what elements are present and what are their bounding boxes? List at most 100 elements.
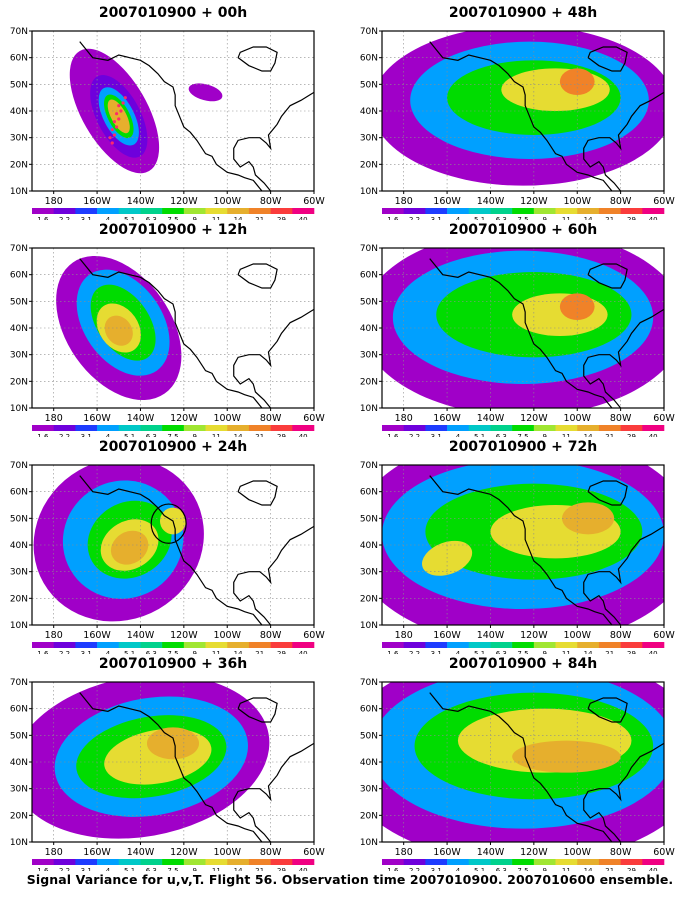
- colorbar-label: 29: [627, 867, 636, 871]
- colorbar-swatch: [205, 208, 228, 214]
- colorbar-swatch: [140, 859, 163, 865]
- panel-title: 2007010900 + 60h: [448, 222, 598, 238]
- colorbar-swatch: [75, 425, 98, 431]
- colorbar-label: 21: [255, 650, 264, 654]
- colorbar-swatch: [490, 208, 513, 214]
- x-tick-label: 140W: [477, 630, 505, 641]
- observation-point: [117, 117, 121, 121]
- colorbar-swatch: [227, 425, 250, 431]
- colorbar-label: 5.1: [474, 867, 485, 871]
- panel-chart: 10N 20N 30N 40N 50N 60N 70N 180 160W 140W 120W 100W…: [360, 244, 676, 437]
- colorbar-label: 9: [542, 433, 546, 437]
- coastline: [233, 91, 314, 191]
- variance-contour: [512, 293, 608, 336]
- colorbar-label: 3.1: [431, 216, 442, 220]
- colorbar-swatch: [140, 208, 163, 214]
- x-tick-label: 160W: [83, 630, 111, 641]
- variance-contour: [559, 68, 595, 95]
- colorbar-swatch: [577, 425, 600, 431]
- colorbar-swatch: [97, 642, 120, 648]
- observation-point: [112, 133, 117, 137]
- colorbar-swatch: [205, 425, 228, 431]
- colorbar-swatch: [490, 859, 513, 865]
- colorbar-swatch: [75, 208, 98, 214]
- x-tick-label: 60W: [653, 413, 675, 424]
- y-tick-label: 10N: [360, 404, 378, 414]
- x-tick-label: 180: [395, 196, 413, 207]
- y-tick-label: 30N: [10, 351, 28, 361]
- colorbar-label: 5.1: [474, 433, 485, 437]
- coastline: [233, 308, 314, 408]
- variance-contour: [512, 740, 621, 773]
- colorbar-swatch: [53, 425, 76, 431]
- coastline: [587, 46, 628, 72]
- coastline: [79, 258, 263, 408]
- y-tick-label: 40N: [360, 107, 378, 117]
- colorbar-swatch: [118, 425, 141, 431]
- colorbar-swatch: [227, 642, 250, 648]
- colorbar-label: 1.6: [37, 867, 49, 871]
- colorbar-swatch: [425, 425, 448, 431]
- y-tick-label: 50N: [10, 514, 28, 524]
- x-tick-label: 120W: [520, 413, 548, 424]
- observation-point: [110, 128, 114, 132]
- y-tick-label: 40N: [10, 758, 28, 768]
- x-tick-label: 160W: [433, 630, 461, 641]
- observation-point: [117, 104, 121, 108]
- colorbar-swatch: [183, 425, 206, 431]
- x-tick-label: 100W: [213, 847, 241, 858]
- variance-field: [32, 465, 314, 625]
- observation-point: [119, 109, 123, 113]
- colorbar-label: 11: [212, 867, 221, 871]
- colorbar-swatch: [118, 859, 141, 865]
- colorbar-swatch: [75, 642, 98, 648]
- colorbar-label: 7.5: [517, 650, 528, 654]
- colorbar-label: 21: [255, 433, 264, 437]
- forecast-panel: 2007010900 + 24h 10N 20N 30N 40N 50N 60N 70N 180…: [0, 439, 340, 654]
- y-tick-label: 20N: [10, 377, 28, 387]
- colorbar-label: 9: [542, 216, 546, 220]
- colorbar-label: 7.5: [517, 216, 528, 220]
- coastline: [583, 308, 664, 408]
- colorbar-swatch: [403, 208, 426, 214]
- colorbar-swatch: [512, 208, 535, 214]
- panel-chart: 10N 20N 30N 40N 50N 60N 70N 180 160W 140W 120W 100W…: [10, 27, 326, 220]
- colorbar-swatch: [32, 425, 54, 431]
- colorbar-label: 1.6: [37, 216, 49, 220]
- y-tick-label: 40N: [360, 324, 378, 334]
- x-tick-label: 160W: [433, 847, 461, 858]
- y-tick-label: 20N: [360, 594, 378, 604]
- colorbar-swatch: [97, 425, 120, 431]
- colorbar-swatch: [292, 859, 315, 865]
- y-tick-label: 60N: [360, 705, 378, 715]
- forecast-panel: 2007010900 + 60h 10N 20N 30N 40N 50N 60N 70N 180…: [350, 222, 690, 437]
- colorbar-label: 11: [212, 650, 221, 654]
- colorbar-swatch: [270, 208, 293, 214]
- colorbar-label: 6.3: [496, 433, 507, 437]
- colorbar-swatch: [490, 642, 513, 648]
- colorbar-label: 9: [192, 650, 196, 654]
- x-tick-label: 140W: [127, 413, 155, 424]
- colorbar-swatch: [205, 642, 228, 648]
- coastline: [233, 525, 314, 625]
- colorbar-label: 9: [542, 867, 546, 871]
- colorbar-swatch: [642, 425, 665, 431]
- colorbar-swatch: [425, 208, 448, 214]
- coastline: [429, 41, 613, 191]
- x-tick-label: 180: [395, 413, 413, 424]
- x-tick-label: 160W: [83, 847, 111, 858]
- x-tick-label: 60W: [303, 847, 325, 858]
- colorbar-label: 6.3: [496, 867, 507, 871]
- colorbar-label: 3.1: [81, 867, 92, 871]
- colorbar-label: 4: [456, 216, 461, 220]
- y-tick-label: 20N: [10, 160, 28, 170]
- panel-title: 2007010900 + 00h: [98, 5, 248, 21]
- colorbar-swatch: [162, 642, 185, 648]
- colorbar-label: 40: [299, 433, 308, 437]
- x-tick-label: 180: [45, 196, 63, 207]
- x-tick-label: 120W: [170, 847, 198, 858]
- colorbar-label: 29: [627, 216, 636, 220]
- x-tick-label: 120W: [520, 630, 548, 641]
- x-tick-label: 80W: [260, 847, 282, 858]
- colorbar-label: 29: [277, 650, 286, 654]
